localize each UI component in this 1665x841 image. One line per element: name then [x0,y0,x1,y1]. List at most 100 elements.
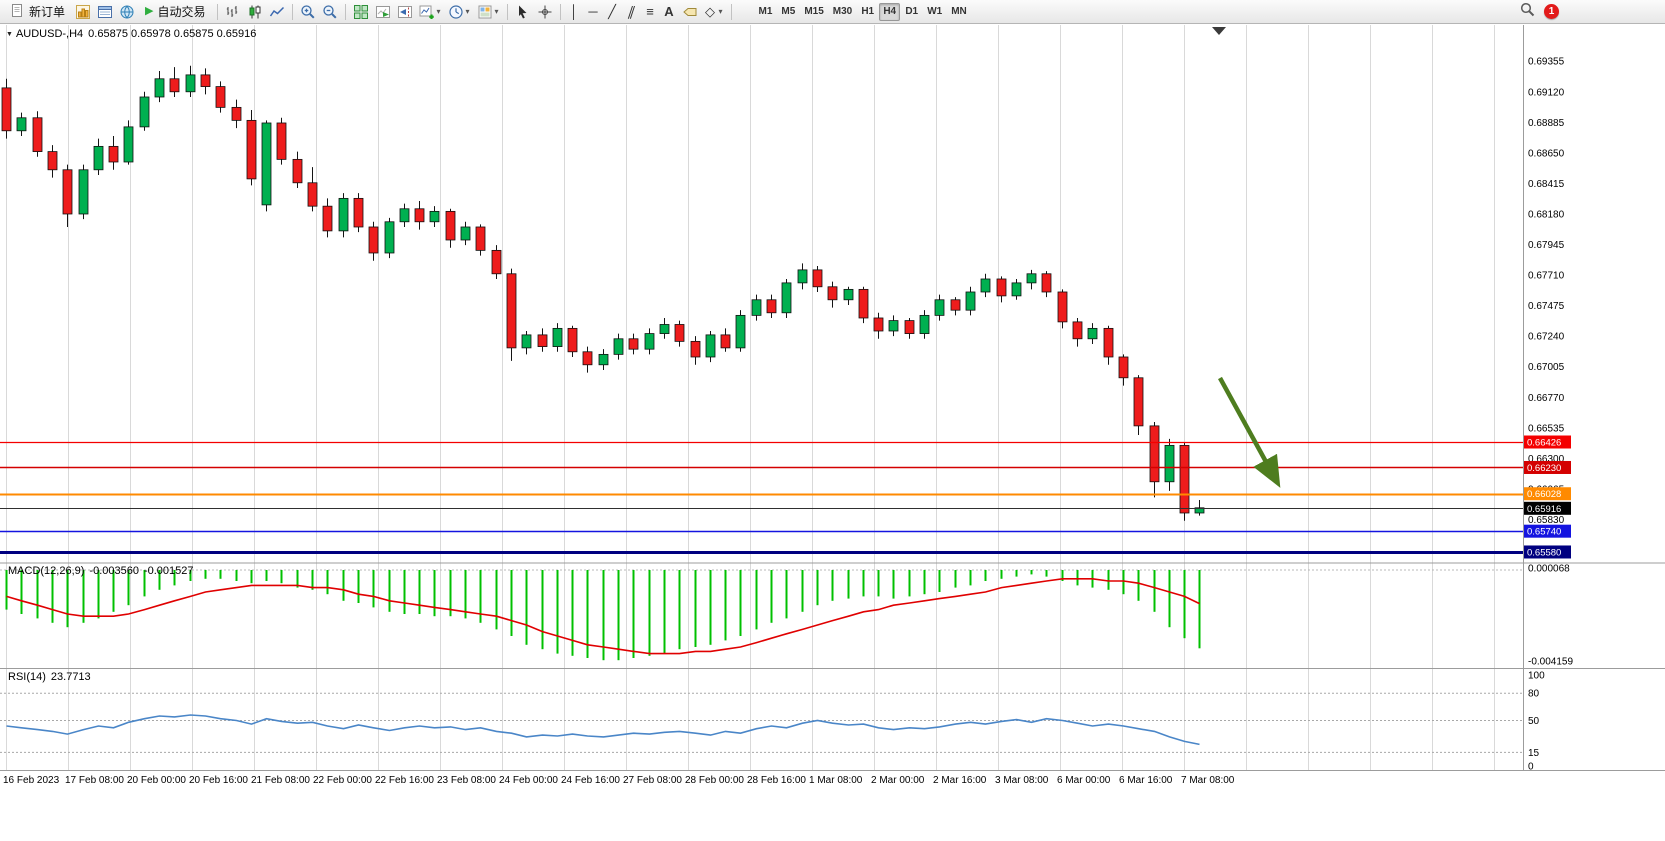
macd-histogram [5,570,1201,661]
svg-text:28 Feb 16:00: 28 Feb 16:00 [747,775,806,786]
svg-text:0.68650: 0.68650 [1528,148,1565,159]
timeframe-button-h4[interactable]: H4 [879,2,901,21]
collapse-arrow-icon[interactable]: ▼ [6,31,13,38]
shapes-tool-icon[interactable]: ◇ [705,3,715,19]
chart-shift-marker[interactable] [1212,27,1226,35]
dropdown-arrow-icon[interactable]: ▾ [465,7,470,16]
indicators-icon[interactable] [417,2,437,22]
channel-tool-icon[interactable]: ∥ [625,3,637,19]
macd-title: MACD(12,26,9) [8,565,85,577]
svg-text:0.69120: 0.69120 [1528,87,1565,98]
horizontal-lines [0,441,1523,554]
tile-windows-icon[interactable] [351,2,371,22]
chart-window-icon[interactable] [73,2,93,22]
price-axis[interactable]: 0.69355 0.69120 0.68885 0.68650 0.68415 0.681… [1528,57,1565,526]
timeframe-button-m5[interactable]: M5 [777,3,799,21]
search-icon[interactable] [1520,2,1535,22]
svg-text:3 Mar 08:00: 3 Mar 08:00 [995,775,1049,786]
templates-icon[interactable] [475,2,495,22]
dropdown-arrow-icon[interactable]: ▾ [436,7,441,16]
svg-text:23 Feb 08:00: 23 Feb 08:00 [437,775,496,786]
autotrade-label: 自动交易 [157,5,206,19]
indicator-level-lines [0,569,1523,753]
bar-chart-type-icon[interactable] [223,2,243,22]
svg-text:0: 0 [1528,762,1534,773]
svg-text:2 Mar 16:00: 2 Mar 16:00 [933,775,987,786]
timeframe-button-w1[interactable]: W1 [923,3,946,21]
svg-text:-0.004159: -0.004159 [1528,656,1573,667]
svg-text:0.66028: 0.66028 [1527,489,1561,500]
line-chart-type-icon[interactable] [267,2,287,22]
timeframe-button-h1[interactable]: H1 [857,3,878,21]
svg-text:0.67475: 0.67475 [1528,301,1565,312]
auto-scroll-icon[interactable] [373,2,393,22]
svg-text:21 Feb 08:00: 21 Feb 08:00 [251,775,310,786]
svg-text:80: 80 [1528,689,1540,700]
svg-text:0.000068: 0.000068 [1528,564,1570,575]
svg-text:22 Feb 00:00: 22 Feb 00:00 [313,775,372,786]
symbol-period-label: AUDUSD-,H4 [15,28,84,40]
periods-icon[interactable] [446,2,466,22]
grid-lines [6,25,1495,770]
svg-text:24 Feb 00:00: 24 Feb 00:00 [499,775,558,786]
svg-text:6 Mar 00:00: 6 Mar 00:00 [1057,775,1111,786]
svg-text:16 Feb 2023: 16 Feb 2023 [3,775,60,786]
chart-shift-icon[interactable] [395,2,415,22]
toolbar-right-group: 1 [1520,2,1559,22]
timeframe-button-mn[interactable]: MN [947,3,971,21]
new-order-button[interactable]: 新订单 [4,2,71,22]
trendline-tool-icon[interactable]: ╱ [608,3,616,19]
new-order-icon [10,3,25,21]
market-watch-icon[interactable] [95,2,115,22]
cursor-icon[interactable] [513,2,533,22]
zoom-in-icon[interactable] [298,2,318,22]
vertical-line-tool-icon[interactable]: │ [569,4,579,19]
fibonacci-tool-icon[interactable]: ≡ [646,4,654,19]
svg-text:2 Mar 00:00: 2 Mar 00:00 [871,775,925,786]
autotrade-button[interactable]: ▶ 自动交易 [139,2,211,22]
time-axis[interactable]: 16 Feb 2023 17 Feb 08:00 20 Feb 00:00 20 Fe… [3,775,1235,786]
navigator-icon[interactable] [117,2,137,22]
label-tool-icon[interactable] [680,2,700,22]
timeframe-button-m30[interactable]: M30 [829,3,856,21]
timeframe-button-d1[interactable]: D1 [901,3,922,21]
svg-text:22 Feb 16:00: 22 Feb 16:00 [375,775,434,786]
svg-text:15: 15 [1528,748,1540,759]
svg-text:6 Mar 16:00: 6 Mar 16:00 [1119,775,1173,786]
dropdown-arrow-icon[interactable]: ▾ [718,7,723,16]
timeframe-button-m15[interactable]: M15 [800,3,827,21]
zoom-out-icon[interactable] [320,2,340,22]
svg-text:50: 50 [1528,716,1540,727]
svg-text:28 Feb 00:00: 28 Feb 00:00 [685,775,744,786]
price-tags: 0.66426 0.66230 0.66028 0.65916 0.65740 0.655… [1524,435,1571,559]
candlestick-type-icon[interactable] [245,2,265,22]
trend-arrow-annotation[interactable] [1218,376,1281,488]
svg-text:20 Feb 00:00: 20 Feb 00:00 [127,775,186,786]
macd-value: -0.003560 [89,565,139,577]
text-tool-icon[interactable]: A [664,4,674,19]
svg-text:0.65916: 0.65916 [1527,504,1561,515]
toolbar-separator [506,3,508,20]
svg-text:0.67710: 0.67710 [1528,271,1565,282]
macd-header: MACD(12,26,9) -0.003560 -0.001527 [8,565,194,577]
svg-text:0.67240: 0.67240 [1528,332,1565,343]
horizontal-line-tool-icon[interactable]: ─ [588,4,598,19]
toolbar-separator [344,3,346,20]
svg-text:0.67945: 0.67945 [1528,240,1565,251]
crosshair-icon[interactable] [535,2,555,22]
notification-badge[interactable]: 1 [1544,4,1559,19]
svg-text:0.66770: 0.66770 [1528,393,1565,404]
svg-text:1 Mar 08:00: 1 Mar 08:00 [809,775,863,786]
timeframe-button-m1[interactable]: M1 [755,3,777,21]
toolbar: 新订单 ▶ 自动交易 ▾ ▾ ▾ │ ─ ╱ ∥ ≡ A ◇ ▾ M1 M5 M15 M… [0,0,1665,24]
svg-text:27 Feb 08:00: 27 Feb 08:00 [623,775,682,786]
svg-text:17 Feb 08:00: 17 Feb 08:00 [65,775,124,786]
dropdown-arrow-icon[interactable]: ▾ [494,7,499,16]
svg-text:0.66535: 0.66535 [1528,423,1565,434]
macd-signal-line [6,578,1200,655]
svg-text:0.68415: 0.68415 [1528,179,1565,190]
indicator-axis[interactable]: 0.000068 -0.004159 100 80 50 15 0 [1528,564,1573,773]
svg-text:0.66300: 0.66300 [1528,454,1565,465]
toolbar-separator [291,3,293,20]
